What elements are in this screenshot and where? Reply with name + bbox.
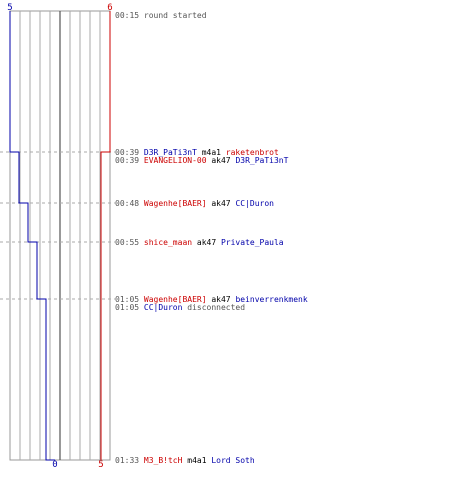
series-red-line bbox=[100, 11, 111, 460]
event-time: 00:39 bbox=[115, 156, 144, 165]
event-weapon: m4a1 bbox=[182, 456, 212, 465]
event-player: beinverrenkmenk bbox=[235, 295, 308, 304]
event-player: Wagenhe[BAER] bbox=[143, 199, 207, 208]
event-player: Lord Soth bbox=[211, 456, 255, 465]
event-player: shice_maan bbox=[143, 238, 193, 247]
event-weapon: ak47 bbox=[192, 238, 221, 247]
event-weapon: ak47 bbox=[206, 295, 236, 304]
event-row: 00:39 D3R_PaTi3nT m4a1 raketenbrot bbox=[115, 148, 279, 157]
event-player: Private_Paula bbox=[220, 238, 284, 247]
blue-start-label: 5 bbox=[7, 3, 12, 13]
event-time: 01:05 bbox=[115, 303, 144, 312]
event-time: 01:33 bbox=[115, 456, 144, 465]
event-player: EVANGELION-00 bbox=[143, 156, 207, 165]
event-message: disconnected bbox=[182, 303, 246, 312]
event-row: 01:33 M3_B!tcH m4a1 Lord Soth bbox=[115, 456, 255, 465]
event-player: Wagenhe[BAER] bbox=[143, 295, 207, 304]
event-time: 00:15 bbox=[115, 11, 144, 20]
event-row: 00:39 EVANGELION-00 ak47 D3R_PaTi3nT bbox=[115, 156, 288, 165]
event-row: 00:55 shice_maan ak47 Private_Paula bbox=[115, 238, 284, 247]
event-player: M3_B!tcH bbox=[143, 456, 183, 465]
event-row: 00:48 Wagenhe[BAER] ak47 CC|Duron bbox=[115, 199, 274, 208]
event-message: round started bbox=[143, 11, 207, 20]
event-time: 00:48 bbox=[115, 199, 144, 208]
event-player: D3R_PaTi3nT bbox=[143, 148, 197, 157]
event-player: D3R_PaTi3nT bbox=[235, 156, 289, 165]
event-time: 01:05 bbox=[115, 295, 144, 304]
event-weapon: m4a1 bbox=[196, 148, 226, 157]
red-end-label: 5 bbox=[98, 460, 103, 470]
event-weapon: ak47 bbox=[206, 156, 236, 165]
blue-end-label: 0 bbox=[52, 460, 57, 470]
series-blue-line bbox=[9, 11, 55, 461]
event-player: raketenbrot bbox=[225, 148, 279, 157]
event-row: 01:05 CC|Duron disconnected bbox=[115, 303, 245, 312]
event-time: 00:39 bbox=[115, 148, 144, 157]
event-row: 00:15 round started bbox=[115, 11, 207, 20]
event-player: CC|Duron bbox=[143, 303, 183, 312]
event-row: 01:05 Wagenhe[BAER] ak47 beinverrenkmenk bbox=[115, 295, 308, 304]
event-weapon: ak47 bbox=[206, 199, 236, 208]
red-start-label: 6 bbox=[107, 3, 112, 13]
event-player: CC|Duron bbox=[235, 199, 274, 208]
event-time: 00:55 bbox=[115, 238, 144, 247]
